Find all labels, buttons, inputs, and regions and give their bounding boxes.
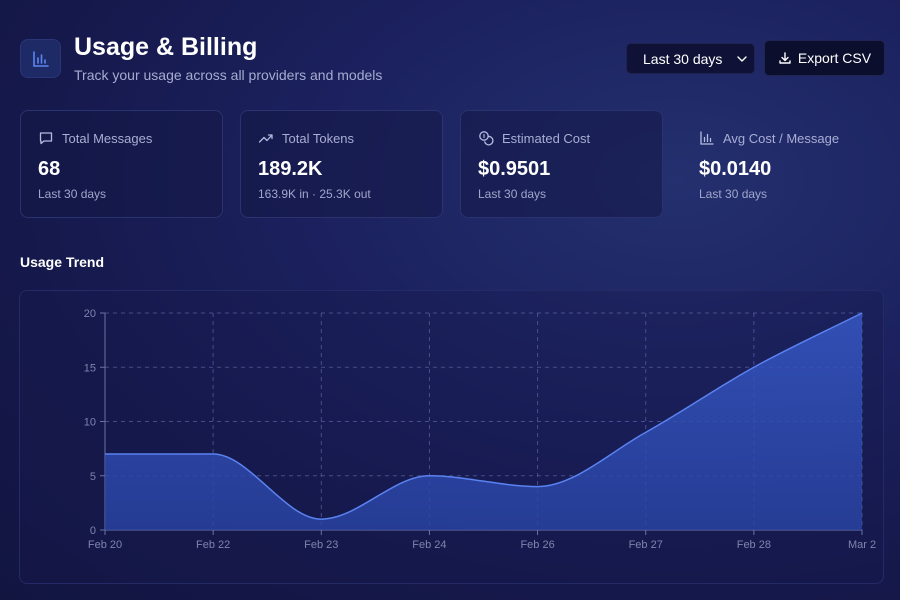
x-tick-label: Feb 28 [737, 539, 771, 551]
y-tick-label: 0 [90, 525, 96, 537]
stat-card-estimated-cost: Estimated Cost $0.9501 Last 30 days [460, 110, 663, 218]
stat-value: 189.2K [258, 158, 323, 180]
x-tick-label: Feb 27 [629, 539, 663, 551]
stat-label: Avg Cost / Message [723, 130, 840, 146]
bar-chart-icon [32, 50, 49, 67]
download-icon [779, 52, 791, 64]
x-tick-label: Feb 24 [412, 539, 446, 551]
x-tick-label: Feb 20 [88, 539, 122, 551]
stat-sub: 163.9K in · 25.3K out [258, 187, 371, 201]
usage-area [105, 313, 862, 530]
y-tick-label: 20 [84, 308, 96, 320]
stat-sub: Last 30 days [478, 187, 547, 201]
stat-value: $0.9501 [478, 158, 551, 180]
stat-card-total-messages: Total Messages 68 Last 30 days [20, 110, 223, 218]
stat-value: 68 [38, 158, 61, 180]
stat-value: $0.0140 [699, 158, 772, 180]
header-logo [20, 39, 61, 78]
section-title-usage-trend: Usage Trend [20, 254, 105, 270]
stat-card-avg-cost: Avg Cost / Message $0.0140 Last 30 days [681, 110, 884, 218]
y-tick-label: 15 [84, 362, 96, 374]
x-tick-label: Mar 2 [848, 539, 876, 551]
page-subtitle: Track your usage across all providers an… [74, 67, 383, 83]
bar-chart-icon [700, 131, 714, 145]
y-tick-label: 10 [84, 417, 96, 429]
export-csv-button[interactable]: Export CSV [764, 40, 885, 76]
x-tick-label: Feb 26 [520, 539, 554, 551]
stat-label: Total Messages [62, 130, 153, 146]
message-icon [39, 132, 53, 145]
date-range-value: Last 30 days [643, 50, 723, 67]
stat-sub: Last 30 days [38, 187, 107, 201]
x-tick-label: Feb 23 [304, 539, 338, 551]
chevron-down-icon [737, 56, 747, 62]
date-range-select[interactable]: Last 30 days [626, 43, 755, 74]
stat-card-total-tokens: Total Tokens 189.2K 163.9K in · 25.3K ou… [240, 110, 443, 218]
page-title: Usage & Billing [74, 33, 258, 61]
coins-icon [479, 131, 494, 146]
export-csv-label: Export CSV [797, 50, 872, 66]
stat-sub: Last 30 days [699, 187, 768, 201]
x-tick-label: Feb 22 [196, 539, 230, 551]
usage-line [105, 312, 863, 520]
stat-label: Estimated Cost [502, 130, 591, 146]
stat-label: Total Tokens [282, 130, 355, 146]
trending-up-icon [258, 134, 273, 143]
y-tick-label: 5 [90, 471, 96, 483]
